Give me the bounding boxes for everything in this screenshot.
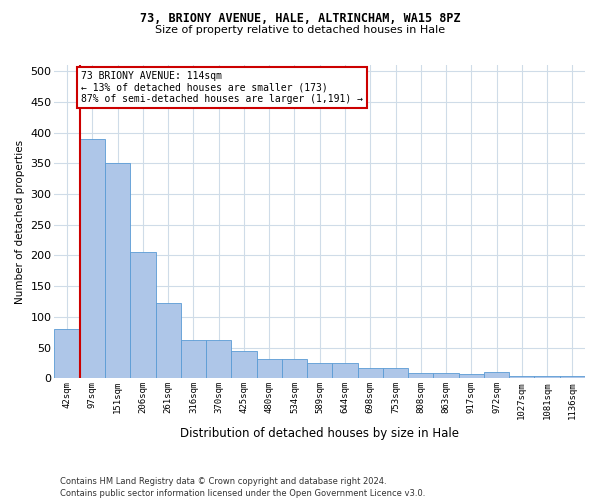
Text: 73 BRIONY AVENUE: 114sqm
← 13% of detached houses are smaller (173)
87% of semi-: 73 BRIONY AVENUE: 114sqm ← 13% of detach… — [81, 71, 363, 104]
Bar — [282, 359, 307, 378]
Text: 73, BRIONY AVENUE, HALE, ALTRINCHAM, WA15 8PZ: 73, BRIONY AVENUE, HALE, ALTRINCHAM, WA1… — [140, 12, 460, 26]
Bar — [206, 340, 232, 378]
Bar — [535, 376, 560, 378]
Bar — [257, 359, 282, 378]
Bar — [155, 302, 181, 378]
Bar — [383, 368, 408, 378]
X-axis label: Distribution of detached houses by size in Hale: Distribution of detached houses by size … — [180, 427, 459, 440]
Bar — [358, 368, 383, 378]
Bar — [55, 329, 80, 378]
Y-axis label: Number of detached properties: Number of detached properties — [15, 140, 25, 304]
Bar — [484, 372, 509, 378]
Bar — [560, 376, 585, 378]
Bar — [307, 363, 332, 378]
Bar — [509, 376, 535, 378]
Bar — [105, 164, 130, 378]
Bar — [458, 374, 484, 378]
Text: Contains HM Land Registry data © Crown copyright and database right 2024.: Contains HM Land Registry data © Crown c… — [60, 478, 386, 486]
Bar — [232, 351, 257, 378]
Bar — [332, 363, 358, 378]
Bar — [408, 372, 433, 378]
Text: Contains public sector information licensed under the Open Government Licence v3: Contains public sector information licen… — [60, 489, 425, 498]
Bar — [130, 252, 155, 378]
Text: Size of property relative to detached houses in Hale: Size of property relative to detached ho… — [155, 25, 445, 35]
Bar — [433, 372, 458, 378]
Bar — [181, 340, 206, 378]
Bar — [80, 138, 105, 378]
